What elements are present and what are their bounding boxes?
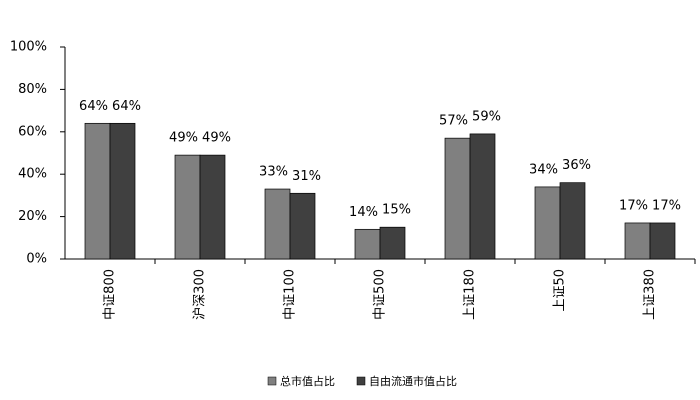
legend-label: 自由流通市值占比 bbox=[369, 374, 457, 388]
x-tick-label: 上证180 bbox=[463, 269, 478, 320]
y-tick-label: 40% bbox=[18, 167, 47, 182]
legend-swatch bbox=[267, 376, 277, 386]
value-label: 34% bbox=[529, 162, 558, 177]
x-tick-label: 中证100 bbox=[283, 269, 298, 320]
bar bbox=[264, 188, 291, 260]
x-tick-label: 中证800 bbox=[103, 269, 118, 320]
value-label: 17% bbox=[652, 198, 681, 213]
bar bbox=[289, 192, 316, 260]
value-label: 59% bbox=[472, 109, 501, 124]
y-tick-label: 20% bbox=[18, 209, 47, 224]
y-tick-label: 60% bbox=[18, 124, 47, 139]
value-label: 14% bbox=[349, 205, 378, 220]
x-tick-label: 上证50 bbox=[553, 269, 568, 312]
value-label: 36% bbox=[562, 158, 591, 173]
legend-swatch bbox=[356, 376, 366, 386]
bar bbox=[624, 222, 651, 260]
value-label: 17% bbox=[619, 198, 648, 213]
value-label: 31% bbox=[292, 169, 321, 184]
value-label: 49% bbox=[202, 131, 231, 146]
bar bbox=[174, 154, 201, 260]
x-tick-label: 沪深300 bbox=[192, 269, 208, 320]
value-label: 49% bbox=[169, 131, 198, 146]
y-tick-label: 100% bbox=[10, 40, 47, 55]
x-tick-label: 上证380 bbox=[643, 269, 658, 320]
value-label: 64% bbox=[79, 99, 108, 114]
y-tick-label: 0% bbox=[26, 252, 47, 267]
bar bbox=[534, 186, 561, 260]
bar bbox=[649, 222, 676, 260]
bar bbox=[379, 226, 406, 260]
bar bbox=[199, 154, 226, 260]
legend-label: 总市值占比 bbox=[280, 374, 335, 388]
value-label: 64% bbox=[112, 99, 141, 114]
x-tick-label: 中证500 bbox=[373, 269, 388, 320]
bar bbox=[84, 122, 111, 260]
bar bbox=[354, 228, 381, 260]
bar bbox=[559, 182, 586, 260]
value-label: 57% bbox=[439, 114, 468, 129]
bar bbox=[469, 133, 496, 260]
y-tick-label: 80% bbox=[18, 82, 47, 97]
bar bbox=[109, 122, 136, 260]
bar bbox=[444, 137, 471, 260]
value-label: 15% bbox=[382, 203, 411, 218]
value-label: 33% bbox=[259, 165, 288, 180]
